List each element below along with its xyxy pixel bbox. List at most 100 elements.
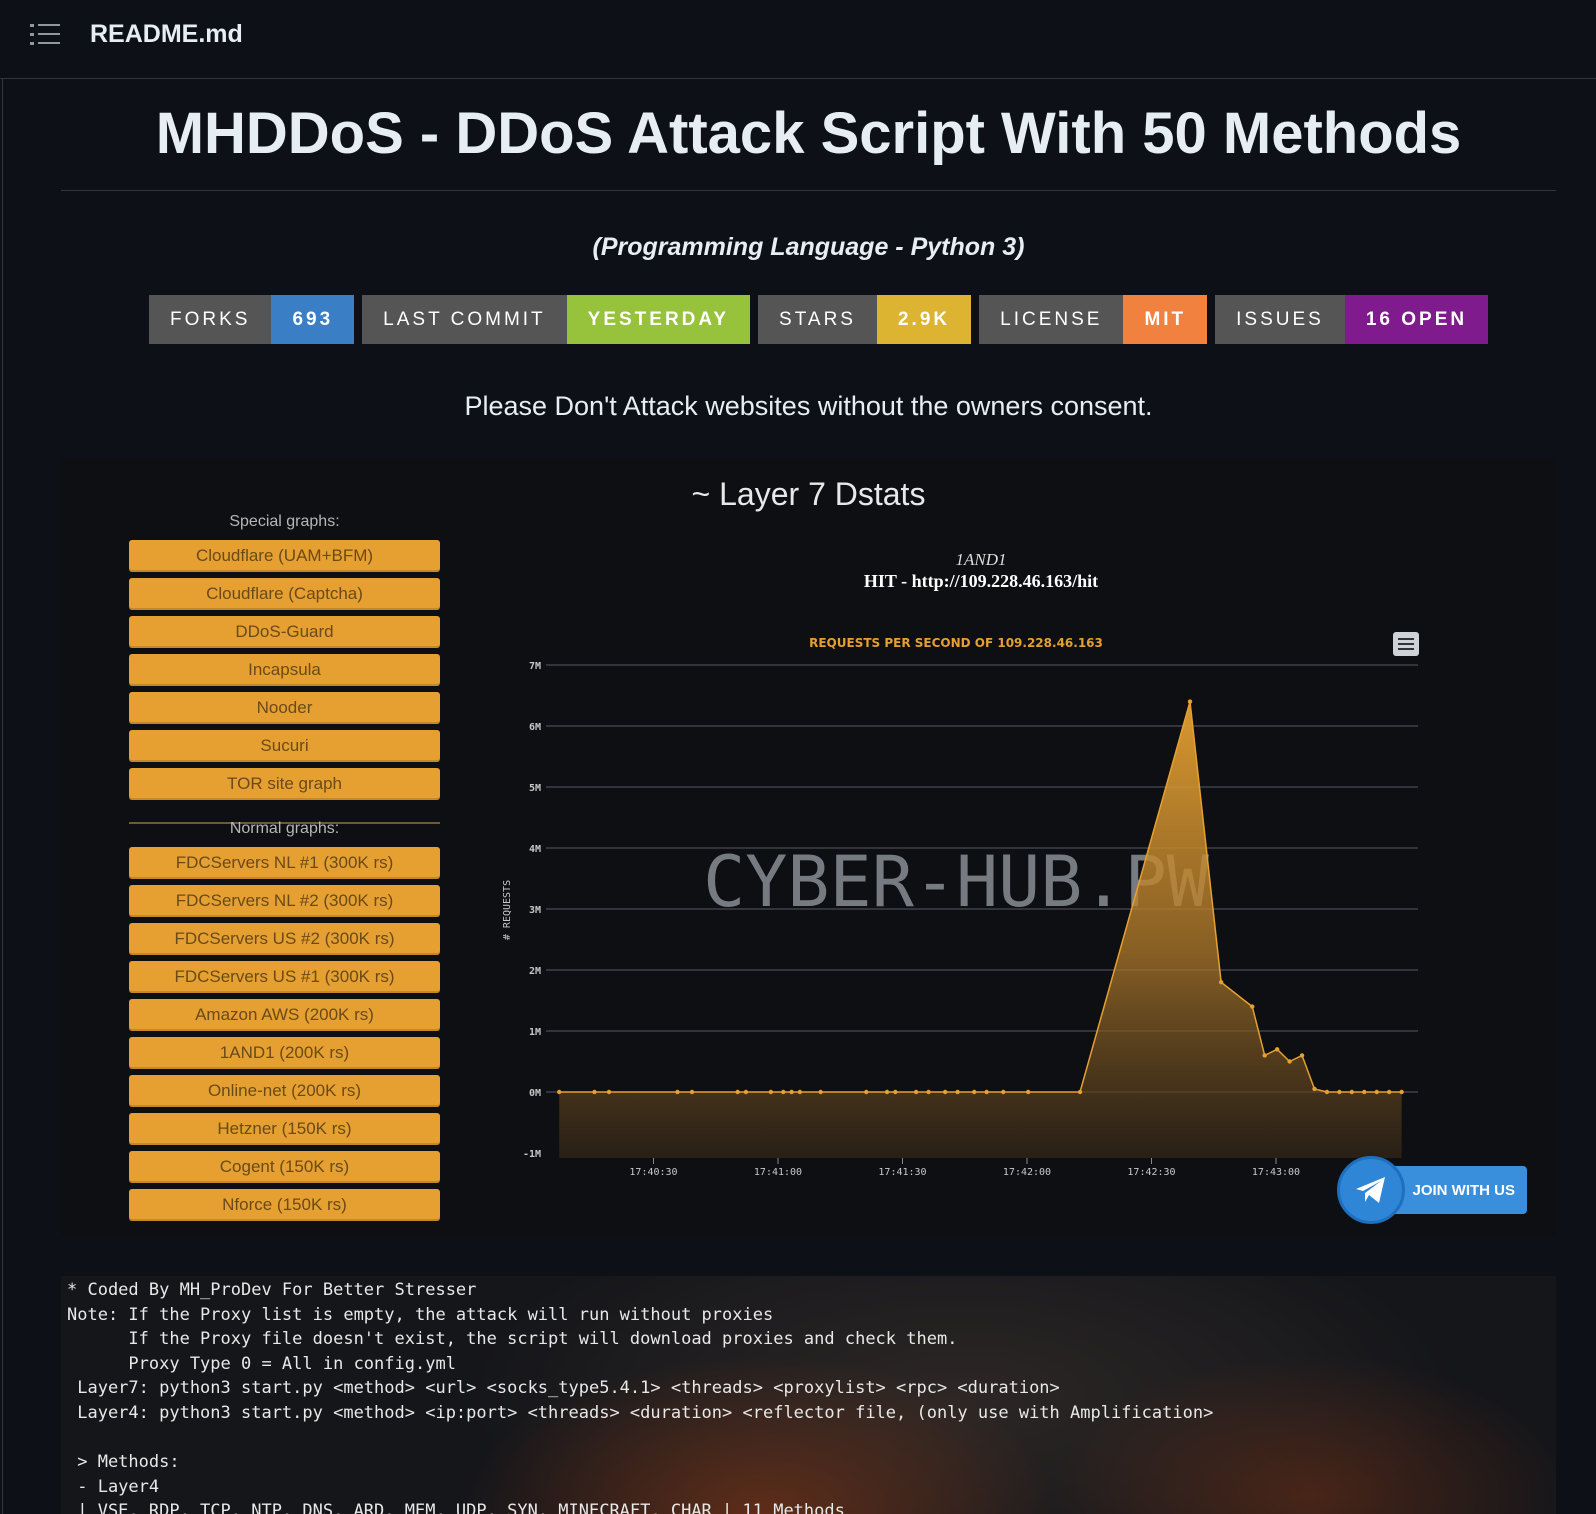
badge-last-commit[interactable]: LAST COMMIT YESTERDAY: [362, 295, 751, 344]
data-point: [884, 1089, 890, 1095]
special-graph-button[interactable]: Cloudflare (Captcha): [129, 578, 440, 610]
data-point: [955, 1089, 960, 1095]
data-point: [1387, 1089, 1392, 1095]
data-point: [592, 1089, 597, 1095]
data-point: [557, 1089, 562, 1095]
join-button[interactable]: JOIN WITH US: [1337, 1156, 1527, 1226]
normal-graph-button[interactable]: 1AND1 (200K rs): [129, 1037, 440, 1069]
data-point: [1262, 1053, 1267, 1058]
badge-row: FORKS 693 LAST COMMIT YESTERDAY STARS 2.9K …: [149, 295, 1496, 344]
data-point: [743, 1089, 749, 1095]
data-point: [1287, 1059, 1292, 1064]
y-tick-label: 0M: [529, 1088, 541, 1099]
normal-graph-button[interactable]: FDCServers US #1 (300K rs): [129, 961, 440, 993]
data-point: [818, 1089, 823, 1095]
normal-graph-button[interactable]: FDCServers US #2 (300K rs): [129, 923, 440, 955]
x-tick-label: 17:41:00: [754, 1167, 802, 1178]
readme-heading: MHDDoS - DDoS Attack Script With 50 Meth…: [155, 101, 1462, 166]
normal-graph-button[interactable]: Amazon AWS (200K rs): [129, 999, 440, 1031]
special-graph-button[interactable]: DDoS-Guard: [129, 616, 440, 648]
data-point: [1299, 1053, 1305, 1058]
data-point: [1399, 1089, 1404, 1095]
normal-graph-button[interactable]: Hetzner (150K rs): [129, 1113, 440, 1145]
data-point: [789, 1089, 794, 1095]
data-point: [1077, 1089, 1083, 1095]
consent-notice: Please Don't Attack websites without the…: [464, 391, 1153, 421]
y-tick-label: -1M: [523, 1149, 541, 1160]
data-point: [1218, 980, 1224, 985]
normal-graph-button[interactable]: FDCServers NL #1 (300K rs): [129, 847, 440, 879]
chart-menu-icon[interactable]: [1393, 632, 1419, 656]
chart-subtitle: REQUESTS PER SECOND OF 109.228.46.163: [809, 636, 1103, 650]
y-tick-label: 7M: [529, 661, 541, 672]
readme-subtitle: (Programming Language - Python 3): [592, 233, 1025, 261]
special-graphs-label: Special graphs:: [229, 513, 340, 530]
badge-issues[interactable]: ISSUES 16 OPEN: [1215, 295, 1489, 344]
y-tick-label: 1M: [529, 1027, 541, 1038]
data-point: [1312, 1086, 1317, 1092]
special-graph-button[interactable]: Cloudflare (UAM+BFM): [129, 540, 440, 572]
series-area: [559, 701, 1402, 1158]
chart-title: 1AND1: [955, 550, 1007, 569]
data-point: [926, 1089, 931, 1095]
telegram-icon: [1337, 1156, 1405, 1224]
badge-stars[interactable]: STARS 2.9K: [758, 295, 972, 344]
x-tick-label: 17:41:30: [878, 1167, 926, 1178]
badge-license[interactable]: LICENSE MIT: [979, 295, 1208, 344]
x-tick-label: 17:40:30: [629, 1167, 677, 1178]
content-border: [2, 79, 3, 1514]
data-point: [984, 1089, 989, 1095]
list-icon[interactable]: [30, 22, 62, 48]
y-tick-label: 4M: [529, 844, 541, 855]
data-point: [1374, 1089, 1379, 1095]
chart-hit-url: HIT - http://109.228.46.163/hit: [863, 571, 1099, 591]
normal-graph-button[interactable]: Cogent (150K rs): [129, 1151, 440, 1183]
normal-graphs-label: Normal graphs:: [229, 820, 340, 837]
data-point: [768, 1089, 774, 1095]
special-graph-button[interactable]: Nooder: [129, 692, 440, 724]
dstat-title: ~ Layer 7 Dstats: [691, 476, 926, 512]
y-tick-label: 6M: [529, 722, 541, 733]
y-tick-label: 5M: [529, 783, 541, 794]
data-point: [972, 1089, 977, 1095]
data-point: [1274, 1047, 1280, 1052]
normal-graph-button[interactable]: Online-net (200K rs): [129, 1075, 440, 1107]
data-point: [797, 1089, 803, 1095]
data-point: [913, 1089, 919, 1095]
terminal-output: * Coded By MH_ProDev For Better Stresser…: [67, 1280, 1214, 1514]
terminal-screenshot: * Coded By MH_ProDev For Better Stresser…: [61, 1276, 1556, 1514]
data-point: [606, 1089, 612, 1095]
x-tick-label: 17:42:30: [1127, 1167, 1175, 1178]
heading-divider: [61, 190, 1556, 191]
special-graph-button[interactable]: Incapsula: [129, 654, 440, 686]
data-point: [1349, 1089, 1355, 1095]
normal-graph-button[interactable]: Nforce (150K rs): [129, 1189, 440, 1221]
data-point: [689, 1089, 695, 1095]
data-point: [942, 1089, 948, 1095]
y-axis-label: # REQUESTS: [502, 880, 513, 940]
data-point: [1187, 699, 1193, 704]
data-point: [781, 1089, 786, 1095]
data-point: [1362, 1089, 1367, 1095]
data-point: [1001, 1089, 1006, 1095]
data-point: [864, 1089, 869, 1095]
data-point: [735, 1089, 740, 1095]
data-point: [1250, 1004, 1255, 1009]
normal-graph-button[interactable]: FDCServers NL #2 (300K rs): [129, 885, 440, 917]
x-tick-label: 17:42:00: [1003, 1167, 1051, 1178]
dstat-screenshot: ~ Layer 7 Dstats Special graphs: Cloudfl…: [61, 458, 1556, 1236]
graph-list-divider: [129, 822, 440, 824]
requests-chart: REQUESTS PER SECOND OF 109.228.46.163 -1M…: [502, 632, 1419, 1178]
special-graph-button[interactable]: TOR site graph: [129, 768, 440, 800]
file-header: README.md: [0, 0, 1596, 79]
data-point: [1324, 1089, 1330, 1095]
y-tick-label: 2M: [529, 966, 541, 977]
data-point: [1025, 1089, 1031, 1095]
x-tick-label: 17:43:00: [1252, 1167, 1300, 1178]
data-point: [675, 1089, 680, 1095]
file-name: README.md: [90, 20, 243, 48]
badge-forks[interactable]: FORKS 693: [149, 295, 355, 344]
special-graph-button[interactable]: Sucuri: [129, 730, 440, 762]
y-tick-label: 3M: [529, 905, 541, 916]
data-point: [893, 1089, 898, 1095]
